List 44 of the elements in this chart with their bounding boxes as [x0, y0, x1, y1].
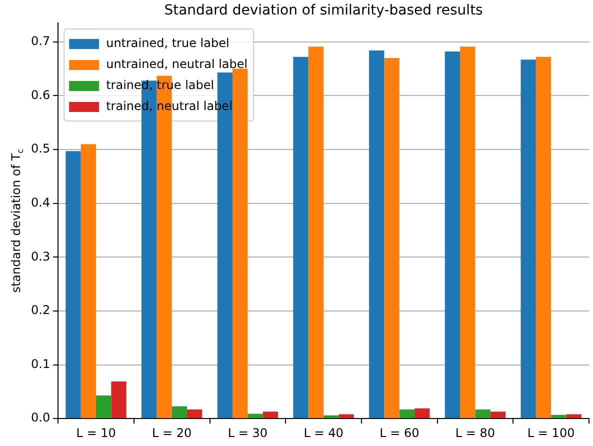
y-tick-label: 0.6	[30, 88, 50, 102]
y-axis-title: standard deviation of Tc	[9, 148, 25, 293]
bar	[324, 415, 339, 418]
bar	[520, 60, 536, 418]
x-tick-label: L = 80	[455, 426, 496, 440]
bar	[111, 381, 126, 418]
bar	[369, 50, 384, 418]
bar	[566, 414, 582, 418]
y-tick-label: 0.7	[30, 34, 50, 48]
bar	[444, 52, 460, 418]
bar	[414, 408, 430, 418]
y-tick-label: 0.3	[30, 249, 50, 264]
x-tick-label: L = 10	[76, 426, 116, 440]
x-tick-label: L = 100	[527, 426, 575, 440]
bar	[172, 406, 188, 418]
bar	[399, 409, 415, 418]
bar	[475, 409, 490, 418]
y-tick-label: 0.4	[30, 195, 50, 210]
x-tick-label: L = 20	[152, 426, 192, 440]
bar	[66, 151, 81, 418]
bar	[490, 412, 506, 418]
y-tick-label: 0.0	[30, 410, 50, 425]
legend-label: untrained, neutral label	[106, 57, 248, 72]
y-tick-label: 0.2	[30, 303, 50, 318]
bar	[338, 414, 354, 418]
bar	[96, 395, 112, 418]
bar	[248, 414, 263, 418]
bar	[262, 412, 278, 418]
bar	[187, 409, 202, 418]
chart-title: Standard deviation of similarity-based results	[164, 2, 483, 19]
bar	[551, 414, 566, 418]
bar	[384, 58, 400, 418]
bar	[536, 56, 552, 418]
bar	[308, 46, 324, 418]
x-tick-label: L = 30	[228, 426, 268, 440]
bar	[80, 144, 96, 418]
x-tick-label: L = 60	[380, 426, 420, 440]
bar	[293, 56, 308, 418]
y-tick-label: 0.5	[30, 142, 50, 156]
legend-label: untrained, true label	[106, 36, 230, 50]
x-tick-label: L = 40	[304, 426, 344, 440]
bar	[460, 46, 476, 418]
bar	[232, 68, 248, 418]
y-tick-label: 0.1	[30, 356, 50, 371]
